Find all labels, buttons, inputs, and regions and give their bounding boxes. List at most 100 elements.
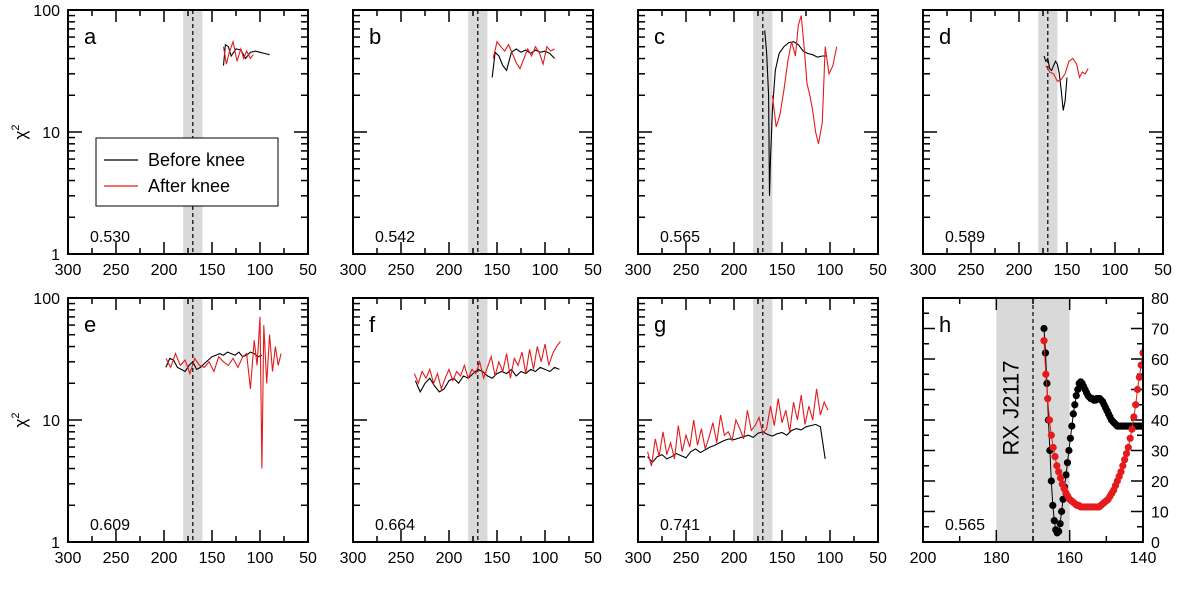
data-point-after-knee	[1137, 361, 1143, 369]
data-point-after-knee	[1133, 385, 1142, 394]
data-point-before-knee	[1056, 520, 1064, 528]
y-tick-label: 100	[33, 291, 60, 308]
mass-label: 0.589	[945, 229, 985, 246]
x-tick-label: 200	[151, 550, 178, 567]
x-tick-label: 150	[1054, 262, 1081, 279]
x-tick-label: 50	[1154, 262, 1172, 279]
y-tick-label: 40	[1151, 413, 1169, 430]
x-tick-label: 250	[388, 262, 415, 279]
data-point-after-knee	[1128, 425, 1136, 433]
data-point-before-knee	[1055, 527, 1063, 535]
y-axis-title-sup: 2	[10, 412, 22, 418]
x-tick-label: 250	[673, 550, 700, 567]
plot-frame	[352, 9, 594, 255]
series-line-before-knee	[165, 351, 263, 373]
data-point-after-knee	[1117, 468, 1125, 476]
y-tick-label: 1	[51, 247, 60, 264]
panel-letter: d	[939, 24, 951, 49]
series-line-before-knee	[222, 43, 270, 66]
panel-letter: b	[369, 24, 381, 49]
x-tick-label: 180	[983, 550, 1010, 567]
x-tick-label: 50	[299, 262, 317, 279]
y-tick-label: 30	[1151, 444, 1169, 461]
y-tick-label: 0	[1151, 535, 1160, 552]
plot-frame	[67, 297, 309, 543]
x-tick-label: 50	[299, 550, 317, 567]
data-point-after-knee	[1122, 449, 1131, 458]
data-point-before-knee	[1072, 392, 1080, 400]
x-tick-label: 100	[532, 550, 559, 567]
x-tick-label: 100	[532, 262, 559, 279]
data-point-before-knee	[1074, 385, 1082, 394]
data-point-after-knee	[1051, 453, 1059, 461]
y-axis-title: χ2	[10, 124, 30, 139]
data-point-before-knee	[1041, 349, 1050, 357]
data-point-after-knee	[1055, 468, 1063, 476]
data-point-after-knee	[1119, 462, 1127, 470]
series-line-before-knee	[1043, 55, 1068, 111]
mass-label: 0.530	[90, 229, 130, 246]
x-tick-label: 300	[55, 262, 82, 279]
legend: Before knee After knee	[95, 137, 279, 207]
series-line-before-knee	[647, 423, 826, 464]
y-axis-title-base: χ	[11, 419, 30, 428]
panel-d: 300 250 200 150 100 50 d 0.589	[910, 9, 1172, 279]
panel-e: 300 250 200 150 100 50 1 10 100 e 0.609 χ2	[10, 291, 317, 567]
x-tick-label: 150	[199, 550, 226, 567]
legend-label-after-knee: After knee	[148, 176, 230, 196]
x-tick-label: 200	[151, 262, 178, 279]
mass-label: 0.664	[375, 517, 415, 534]
x-tick-label: 200	[721, 550, 748, 567]
data-point-before-knee	[1063, 459, 1072, 467]
plot-frame	[67, 9, 309, 255]
series-line-after-knee	[165, 316, 282, 469]
series-line-after-knee	[1045, 57, 1089, 83]
series-line-after-knee	[222, 39, 254, 65]
mass-label: 0.565	[945, 517, 985, 534]
y-tick-label: 70	[1151, 322, 1169, 339]
y-tick-label: 10	[42, 125, 60, 142]
mass-label: 0.542	[375, 229, 415, 246]
y-tick-label: 10	[1151, 505, 1169, 522]
x-tick-label: 150	[484, 262, 511, 279]
data-point-after-knee	[1045, 416, 1054, 424]
y-tick-label: 80	[1151, 291, 1169, 308]
panel-letter: e	[84, 312, 96, 337]
legend-box	[95, 137, 279, 207]
x-tick-label: 200	[1006, 262, 1033, 279]
x-tick-label: 300	[340, 550, 367, 567]
mass-label: 0.741	[660, 517, 700, 534]
x-tick-label: 300	[625, 550, 652, 567]
data-point-before-knee	[1071, 401, 1079, 409]
x-tick-label: 250	[388, 550, 415, 567]
data-point-after-knee	[1056, 474, 1065, 482]
data-point-after-knee	[1121, 456, 1129, 464]
x-tick-label: 50	[584, 262, 602, 279]
data-point-after-knee	[1126, 434, 1134, 442]
x-tick-label: 200	[910, 550, 937, 567]
series-line-after-knee	[647, 388, 829, 467]
panel-a: 300 250 200 150 100 50 1 10 100 a 0.530 χ2 Before kn…	[10, 3, 317, 279]
series-line-before-knee	[414, 366, 560, 394]
data-point-before-knee	[1062, 471, 1070, 479]
x-tick-label: 150	[484, 550, 511, 567]
x-tick-label: 150	[769, 262, 796, 279]
data-point-after-knee	[1130, 413, 1138, 421]
panel-letter: g	[654, 312, 666, 337]
legend-label-before-knee: Before knee	[148, 150, 245, 170]
x-tick-label: 200	[721, 262, 748, 279]
x-tick-label: 50	[869, 550, 887, 567]
x-tick-label: 100	[1102, 262, 1129, 279]
data-point-before-knee	[1040, 324, 1048, 333]
x-tick-label: 300	[340, 262, 367, 279]
data-point-before-knee	[1049, 501, 1057, 509]
data-point-after-knee	[1135, 373, 1143, 381]
series-line-after-knee	[771, 15, 838, 144]
x-tick-label: 250	[103, 550, 130, 567]
x-tick-label: 100	[817, 262, 844, 279]
y-tick-label: 20	[1151, 474, 1169, 491]
x-tick-label: 200	[436, 550, 463, 567]
series-line-before-knee	[764, 30, 828, 196]
data-point-before-knee	[1068, 422, 1076, 430]
